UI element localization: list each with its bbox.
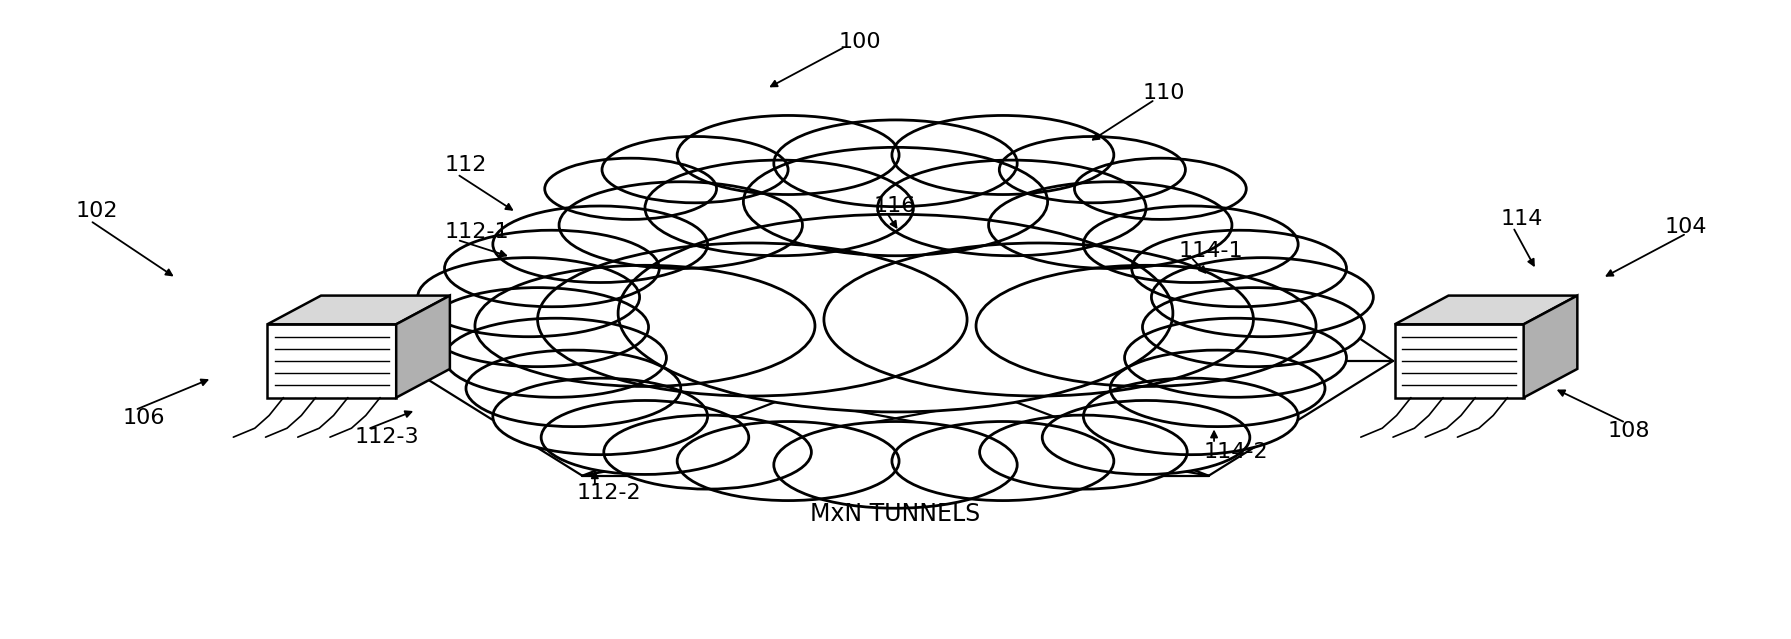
Text: 100: 100 [838,32,881,52]
Polygon shape [1395,296,1578,324]
Polygon shape [267,296,450,324]
Text: 112-1: 112-1 [444,222,509,242]
Text: 112-2: 112-2 [577,483,641,503]
Text: 112-3: 112-3 [355,427,419,447]
Text: 106: 106 [122,408,165,428]
Text: 102: 102 [75,201,118,221]
Text: 114-2: 114-2 [1204,442,1268,462]
Polygon shape [396,296,450,397]
Text: 110: 110 [1143,83,1186,103]
Text: MxN TUNNELS: MxN TUNNELS [810,502,981,526]
Text: 108: 108 [1608,421,1650,441]
Text: 112: 112 [444,155,487,175]
Text: 114-1: 114-1 [1178,241,1243,261]
Text: 116: 116 [874,196,917,216]
Text: 104: 104 [1666,217,1707,237]
Polygon shape [1395,324,1524,397]
Text: 114: 114 [1501,209,1542,229]
Polygon shape [1524,296,1578,397]
Polygon shape [267,324,396,397]
